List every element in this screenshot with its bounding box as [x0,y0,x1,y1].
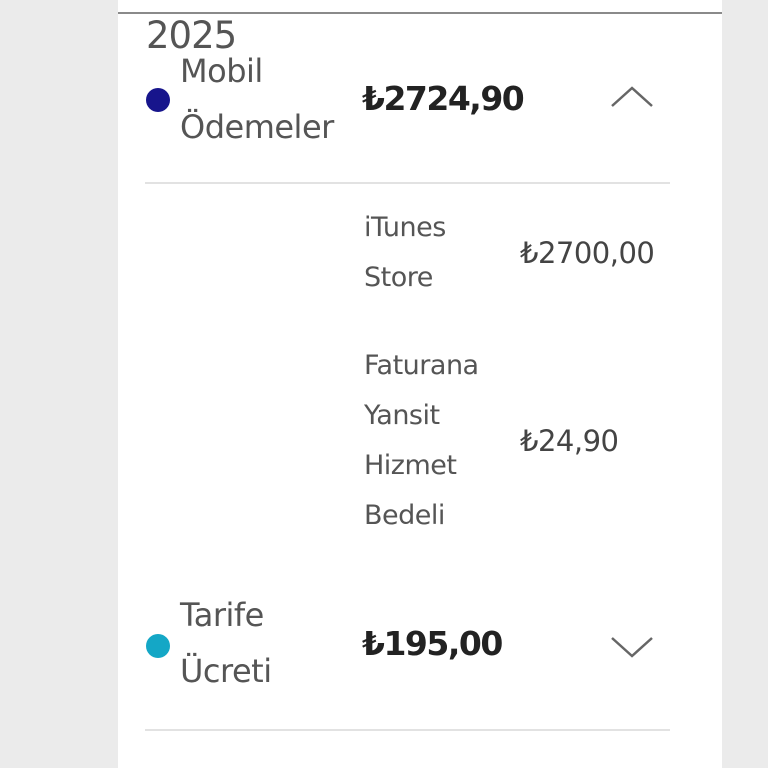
sub-item-faturana-yansit: Faturana Yansit Hizmet Bedeli ₺24,90 [364,341,684,541]
sub-item-label: Faturana Yansit Hizmet Bedeli [364,341,684,541]
sub-item-label-line: Hizmet [364,450,457,481]
chevron-down-icon[interactable] [610,634,654,660]
category-label-line: Mobil [180,52,263,90]
sub-item-amount: ₺2700,00 [520,236,655,270]
category-row-tarife-ucreti[interactable]: Tarife Ücreti ₺195,00 [140,588,680,698]
bill-details-panel [118,0,722,768]
sub-item-label-line: Yansit [364,400,440,431]
category-amount: ₺2724,90 [362,79,525,118]
sub-item-label-line: iTunes [364,212,446,243]
category-amount: ₺195,00 [362,624,503,663]
category-color-dot [146,88,170,112]
sub-item-itunes-store: iTunes Store ₺2700,00 [364,203,684,303]
row-divider [145,182,670,184]
category-label: Tarife Ücreti [180,587,272,699]
sub-item-label-line: Store [364,262,433,293]
row-divider [145,729,670,731]
year-label: 2025 [146,14,237,57]
chevron-up-icon[interactable] [610,84,654,110]
category-label: Mobil Ödemeler [180,43,334,155]
category-label-line: Ücreti [180,652,272,690]
category-color-dot [146,634,170,658]
sub-item-label-line: Faturana [364,350,479,381]
category-label-line: Ödemeler [180,108,334,146]
sub-item-label: iTunes Store [364,203,684,303]
sub-item-label-line: Bedeli [364,500,445,531]
category-label-line: Tarife [180,596,264,634]
sub-item-amount: ₺24,90 [520,424,619,458]
category-row-mobil-odemeler[interactable]: Mobil Ödemeler ₺2724,90 [140,44,680,154]
top-divider [118,12,722,14]
